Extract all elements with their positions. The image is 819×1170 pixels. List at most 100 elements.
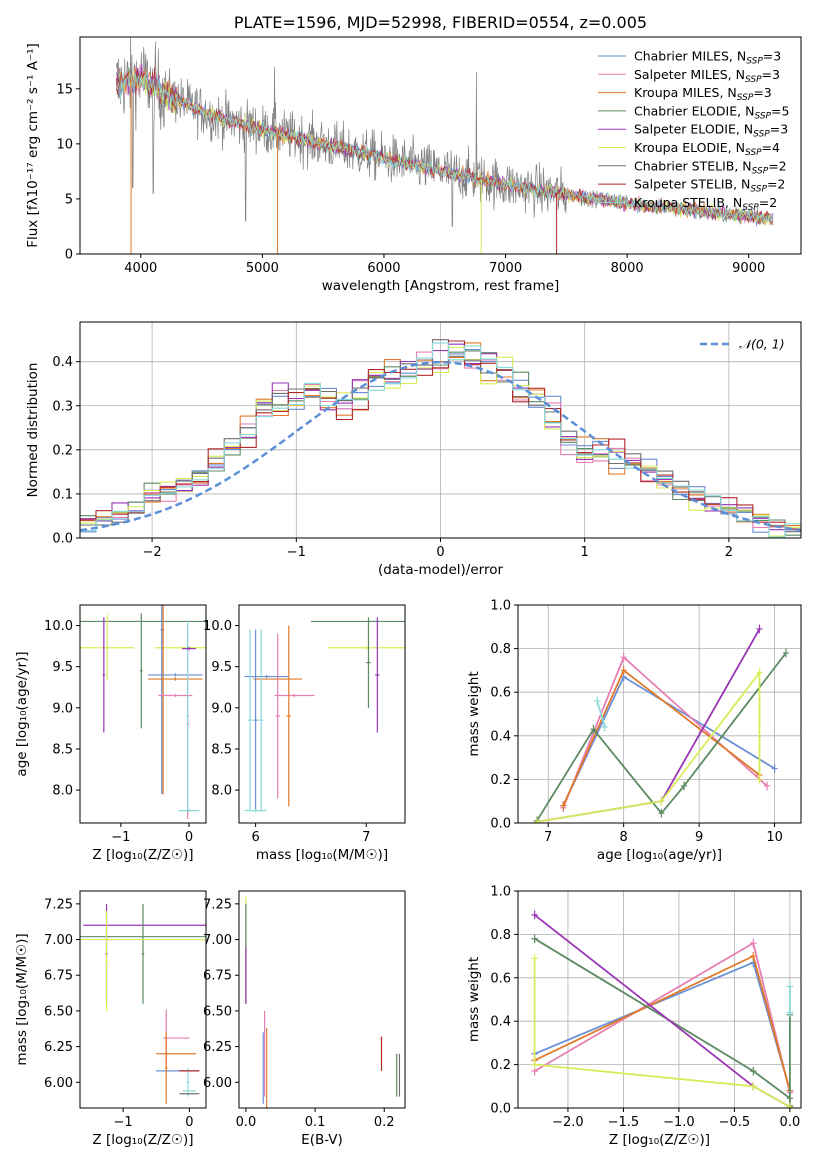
plot-area: [244, 617, 405, 813]
x-tick-label: 2: [725, 545, 733, 560]
legend-label: Chabrier MILES, NSSP=3: [634, 49, 781, 67]
weight-z-line: [533, 958, 791, 1108]
y-tick-label: 7.25: [44, 897, 73, 912]
y-tick-label: 9.0: [52, 701, 73, 716]
legend-label: Kroupa ELODIE, NSSP=4: [634, 140, 780, 158]
y-tick-label: 5: [65, 192, 73, 207]
plot-area: [533, 624, 789, 823]
y-tick-label: 0.3: [52, 399, 73, 414]
y-tick-label: 7.00: [44, 933, 73, 948]
axes-frame: [79, 604, 207, 824]
x-tick-label: 4000: [124, 261, 157, 276]
y-tick-label: 0.6: [490, 971, 511, 986]
y-tick-label: 0.2: [52, 443, 73, 458]
y-tick-label: 0.4: [52, 355, 73, 370]
y-tick-label: 0.4: [490, 1015, 511, 1030]
histogram-series: [80, 348, 801, 533]
y-tick-label: 0.8: [490, 642, 511, 657]
legend-label: Salpeter STELIB, NSSP=2: [634, 177, 785, 195]
x-axis-label: (data-model)/error: [378, 562, 504, 578]
chart-0: 4000 5000 6000 7000 8000 9000 0 5 10 15 wavelength…: [25, 13, 802, 294]
plot-area: [531, 910, 794, 1108]
x-tick-label: 6: [251, 830, 259, 845]
histogram-series: [80, 342, 801, 538]
y-tick-label: 10: [56, 137, 73, 152]
x-tick-label: 9: [695, 830, 703, 845]
x-axis-label: E(B-V): [301, 1132, 343, 1148]
axes-frame: [238, 604, 406, 824]
chart-4: 7 8 9 10 0.0 0.2 0.4 0.6 0.8 1.0 age [log₁₀(age/yr…: [466, 599, 802, 863]
axes-frame: [79, 36, 802, 255]
y-tick-label: 10.0: [44, 619, 73, 634]
plot-area: [245, 896, 401, 1108]
x-tick-label: −1: [111, 830, 130, 845]
y-tick-label: 6.25: [44, 1040, 73, 1055]
y-tick-label: 9.0: [211, 701, 232, 716]
legend-label: Kroupa MILES, NSSP=3: [634, 85, 772, 103]
x-tick-label: −1.5: [608, 1115, 640, 1130]
y-tick-label: 1.0: [490, 599, 511, 614]
axes-frame: [517, 604, 802, 824]
x-axis-label: Z [log₁₀(Z/Z☉)]: [92, 847, 193, 863]
x-tick-label: 0: [185, 1115, 193, 1130]
y-tick-label: 1.0: [490, 885, 511, 900]
y-tick-label: 9.5: [211, 660, 232, 675]
legend-label: Salpeter ELODIE, NSSP=3: [634, 122, 788, 140]
y-axis-label: Flux [fλ10⁻¹⁷ erg cm⁻² s⁻¹ A⁻¹]: [25, 43, 41, 248]
legend-label: Chabrier STELIB, NSSP=2: [634, 158, 787, 176]
y-tick-label: 0.2: [490, 773, 511, 788]
x-tick-label: 0.0: [236, 1115, 257, 1130]
plot-area: [80, 605, 206, 819]
model-spectrum: [116, 71, 774, 223]
weight-age-line: [536, 652, 787, 822]
x-tick-label: 5000: [246, 261, 279, 276]
y-tick-label: 0.0: [490, 817, 511, 832]
weight-age-line: [596, 700, 606, 728]
y-tick-label: 0.2: [490, 1058, 511, 1073]
x-tick-label: −2: [143, 545, 162, 560]
chart-7: −2.0 −1.5 −1.0 −0.5 0.0 0.0 0.2 0.4 0.6 0.8 1.0 Z […: [466, 885, 802, 1148]
x-tick-label: −1: [287, 545, 306, 560]
y-axis-label: mass weight: [466, 957, 482, 1042]
chart-3: 6 7 8.0 8.5 9.0 9.5 10.0 mass [log₁₀(M/M☉)]: [203, 604, 406, 863]
histogram-series: [80, 346, 801, 537]
axes-frame: [79, 890, 207, 1109]
y-tick-label: 8.5: [52, 742, 73, 757]
histogram-series: [80, 339, 801, 533]
chart-5: −1 0 6.00 6.25 6.50 6.75 7.00 7.25 Z [log₁₀(Z/Z☉…: [14, 890, 207, 1148]
x-tick-label: 7000: [489, 261, 522, 276]
histogram-series: [80, 350, 801, 536]
y-tick-label: 6.50: [44, 1004, 73, 1019]
y-tick-label: 8.0: [52, 784, 73, 799]
x-tick-label: 1: [581, 545, 589, 560]
x-tick-label: 6000: [367, 261, 400, 276]
y-tick-label: 6.75: [44, 969, 73, 984]
y-tick-label: 8.5: [211, 742, 232, 757]
legend-label: 𝒩(0, 1): [739, 337, 785, 352]
y-tick-label: 0.4: [490, 729, 511, 744]
y-tick-label: 9.5: [52, 660, 73, 675]
y-tick-label: 6.50: [203, 1004, 232, 1019]
y-tick-label: 0: [65, 248, 73, 263]
y-tick-label: 10.0: [203, 619, 232, 634]
x-tick-label: 8: [620, 830, 628, 845]
x-tick-label: 0: [185, 830, 193, 845]
y-tick-label: 6.75: [203, 969, 232, 984]
normal-curve: [80, 360, 801, 532]
y-tick-label: 0.8: [490, 928, 511, 943]
y-tick-label: 6.00: [203, 1076, 232, 1091]
weight-age-line: [536, 628, 761, 823]
x-tick-label: 0: [436, 545, 444, 560]
x-axis-label: Z [log₁₀(Z/Z☉)]: [92, 1132, 193, 1148]
y-tick-label: 7.00: [203, 933, 232, 948]
x-axis-label: Z [log₁₀(Z/Z☉)]: [609, 1132, 710, 1148]
axes-frame: [517, 890, 802, 1109]
y-tick-label: 0.0: [490, 1102, 511, 1117]
chart-1: −2 −1 0 1 2 0.0 0.1 0.2 0.3 0.4 (data-model)/error…: [25, 321, 802, 578]
y-tick-label: 15: [56, 82, 73, 97]
x-tick-label: 0.2: [374, 1115, 395, 1130]
y-tick-label: 0.0: [52, 532, 73, 547]
x-tick-label: −1.0: [663, 1115, 695, 1130]
